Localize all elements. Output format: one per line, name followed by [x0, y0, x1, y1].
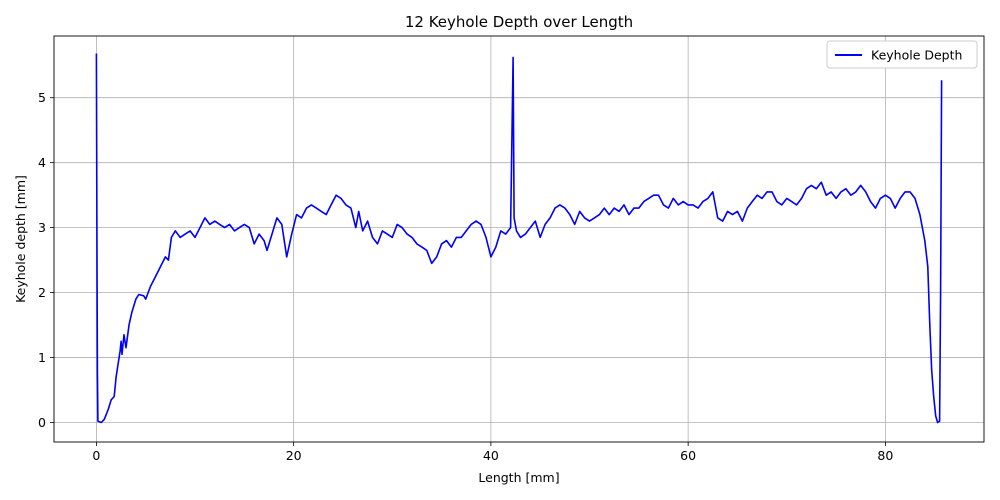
chart-title: 12 Keyhole Depth over Length: [405, 13, 633, 31]
y-tick-label: 1: [38, 350, 46, 365]
legend-label: Keyhole Depth: [871, 48, 962, 63]
plot-frame: [53, 35, 985, 443]
y-tick-label: 4: [38, 155, 46, 170]
legend-frame: [826, 40, 978, 69]
y-tick-label: 0: [38, 415, 46, 430]
x-tick-label: 60: [680, 448, 696, 463]
y-axis-label: Keyhole depth [mm]: [13, 175, 28, 303]
y-tick-label: 2: [38, 285, 46, 300]
plot-area: [95, 53, 943, 424]
x-tick-label: 20: [286, 448, 302, 463]
x-tick-label: 40: [483, 448, 499, 463]
x-tick-label: 0: [92, 448, 100, 463]
axes: 0 20 40 60 80 0 1 2 3 4 5: [38, 35, 985, 463]
x-axis-label: Length [mm]: [478, 470, 559, 485]
x-tick-label: 80: [877, 448, 893, 463]
grid: [54, 36, 984, 442]
y-tick-label: 5: [38, 90, 46, 105]
series-line-keyhole-depth: [95, 53, 943, 424]
legend: Keyhole Depth: [826, 40, 978, 69]
y-tick-label: 3: [38, 220, 46, 235]
